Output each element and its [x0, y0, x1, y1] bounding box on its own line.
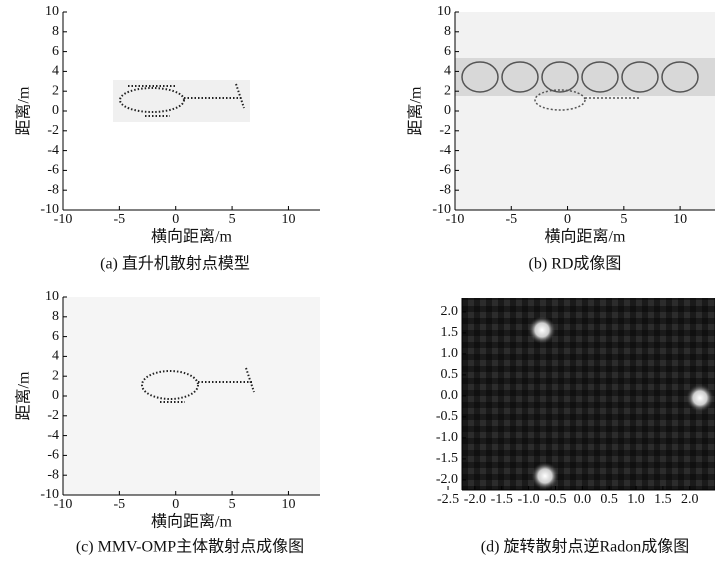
y-tick-label: 10: [45, 4, 59, 19]
y-tick-label: 6: [444, 44, 451, 59]
x-tick-label: -10: [54, 212, 73, 227]
y-tick-label: -10: [432, 202, 451, 217]
y-tick-label: 10: [45, 289, 59, 304]
x-tick-label: -10: [446, 212, 465, 227]
x-tick-label: -5: [114, 497, 126, 512]
y-tick-label: -1.5: [436, 451, 458, 466]
y-tick-label: 0.0: [441, 388, 459, 403]
x-tick-label: -5: [114, 212, 126, 227]
y-tick-label: 0: [444, 103, 451, 118]
y-tick-label: 4: [444, 64, 451, 79]
y-tick-label: 0: [52, 103, 59, 118]
radon-image: [462, 298, 715, 490]
y-tick-label: 4: [52, 64, 59, 79]
y-axis-label: 距离/m: [15, 86, 33, 135]
mmv-omp-image: [63, 297, 320, 495]
x-axis-label: 横向距离/m: [545, 228, 626, 246]
y-tick-label: -2: [47, 408, 59, 423]
y-tick-label: 6: [52, 44, 59, 59]
y-tick-label: 2: [52, 368, 59, 383]
y-tick-label: 8: [52, 24, 59, 39]
y-tick-label: -10: [40, 487, 59, 502]
x-tick-label: -2.5: [437, 492, 459, 507]
x-tick-label: -1.5: [491, 492, 513, 507]
y-tick-label: 4: [52, 349, 59, 364]
y-tick-label: -6: [47, 163, 59, 178]
y-tick-label: 8: [52, 309, 59, 324]
y-tick-label: 2: [52, 83, 59, 98]
y-tick-label: -8: [439, 182, 451, 197]
x-axis-label: 横向距离/m: [151, 513, 232, 531]
x-tick-label: -5: [505, 212, 517, 227]
y-tick-label: -2.0: [436, 472, 458, 487]
y-tick-label: -8: [47, 467, 59, 482]
x-tick-label: 0.0: [574, 492, 592, 507]
y-tick-label: 6: [52, 329, 59, 344]
rd-image: [455, 12, 715, 210]
x-tick-label: 1.0: [627, 492, 645, 507]
x-tick-label: 10: [281, 497, 295, 512]
x-tick-label: 5: [229, 497, 236, 512]
y-tick-label: 8: [444, 24, 451, 39]
y-tick-label: 0.5: [441, 367, 459, 382]
x-tick-label: 0: [172, 497, 179, 512]
x-tick-label: 10: [673, 212, 687, 227]
caption: (b) RD成像图: [529, 255, 622, 273]
x-tick-label: -2.0: [464, 492, 486, 507]
y-tick-label: -6: [47, 448, 59, 463]
y-tick-label: 1.0: [441, 346, 459, 361]
x-tick-label: 1.5: [654, 492, 672, 507]
y-tick-label: 10: [437, 4, 451, 19]
x-tick-label: 5: [229, 212, 236, 227]
y-tick-label: -2: [439, 123, 451, 138]
x-tick-label: 0.5: [600, 492, 618, 507]
x-tick-label: 10: [281, 212, 295, 227]
y-axis-label: 距离/m: [15, 371, 33, 420]
y-axis-label: 距离/m: [407, 86, 425, 135]
y-tick-label: -0.5: [436, 409, 458, 424]
x-tick-label: -0.5: [544, 492, 566, 507]
y-tick-label: -4: [47, 428, 59, 443]
caption: (d) 旋转散射点逆Radon成像图: [481, 538, 689, 556]
x-tick-label: -10: [54, 497, 73, 512]
y-tick-label: 2.0: [441, 304, 459, 319]
y-tick-label: -10: [40, 202, 59, 217]
helicopter-model: [113, 80, 250, 122]
y-tick-label: -8: [47, 182, 59, 197]
x-axis-label: 横向距离/m: [151, 228, 232, 246]
x-tick-label: 0: [172, 212, 179, 227]
caption: (a) 直升机散射点模型: [100, 255, 250, 273]
y-tick-label: -4: [47, 143, 59, 158]
y-tick-label: 1.5: [441, 325, 459, 340]
x-tick-label: -1.0: [518, 492, 540, 507]
y-tick-label: -6: [439, 163, 451, 178]
y-tick-label: -2: [47, 123, 59, 138]
x-tick-label: 2.0: [681, 492, 699, 507]
y-tick-label: 2: [444, 83, 451, 98]
y-tick-label: -4: [439, 143, 451, 158]
y-tick-label: -1.0: [436, 430, 458, 445]
y-tick-label: 0: [52, 388, 59, 403]
x-tick-label: 5: [620, 212, 627, 227]
caption: (c) MMV-OMP主体散射点成像图: [76, 538, 304, 556]
x-tick-label: 0: [564, 212, 571, 227]
